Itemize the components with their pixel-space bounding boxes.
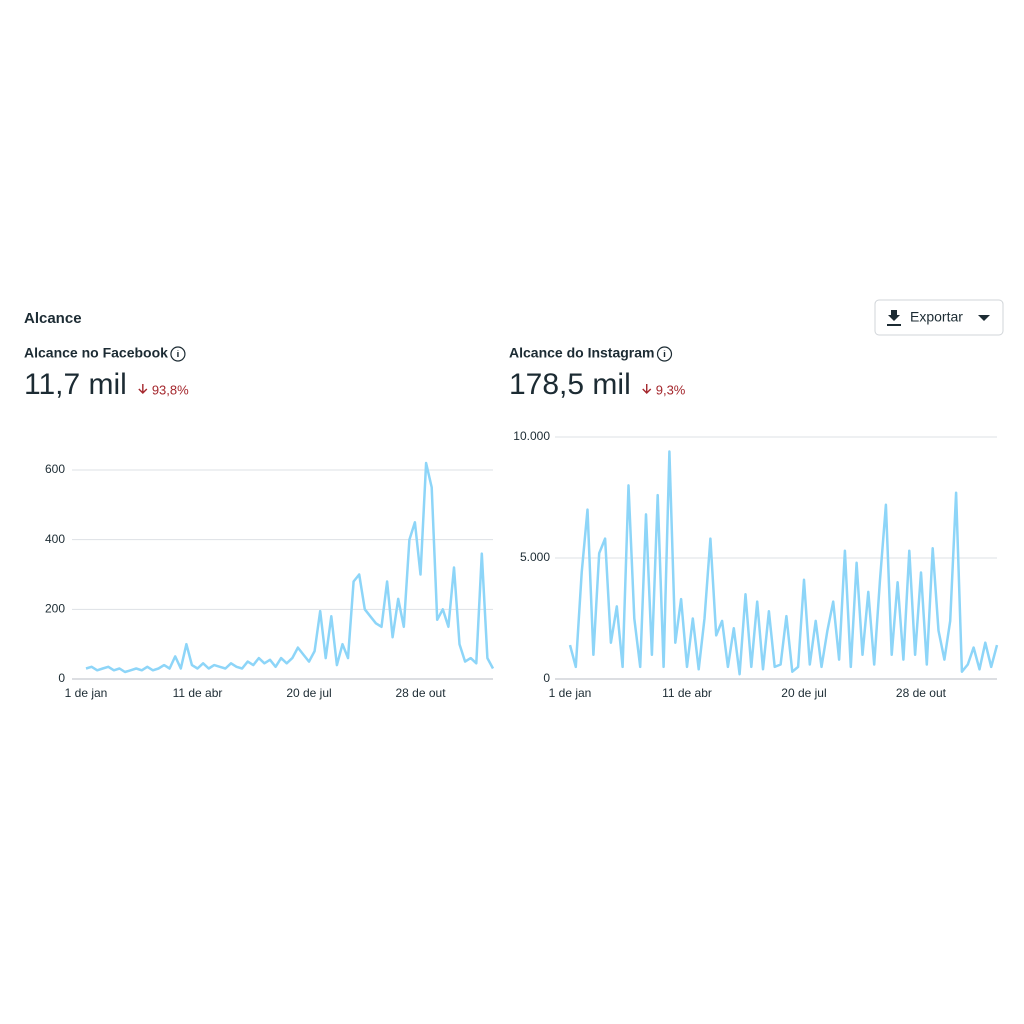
- y-tick-label: 600: [45, 462, 65, 476]
- change-value: 9,3%: [656, 382, 686, 397]
- x-tick-label: 11 de abr: [173, 686, 223, 700]
- y-tick-label: 10.000: [513, 429, 550, 443]
- info-icon: [170, 346, 186, 362]
- download-icon[interactable]: [887, 310, 901, 326]
- down-arrow: [138, 384, 148, 394]
- y-tick-label: 5.000: [520, 550, 550, 564]
- down-arrow: [642, 384, 652, 394]
- line-series: [85, 461, 495, 674]
- button-frame[interactable]: [874, 299, 1004, 336]
- change-value: 93,8%: [152, 382, 189, 397]
- total-value: 11,7 mil: [24, 368, 127, 401]
- y-tick-label: 0: [543, 671, 550, 685]
- chart-title: Alcance no Facebook: [24, 345, 168, 361]
- dropdown-icon[interactable]: [978, 315, 990, 321]
- button-label[interactable]: Exportar: [910, 309, 963, 325]
- x-tick-label: 1 de jan: [549, 686, 592, 700]
- export-button[interactable]: Exportar: [874, 299, 1004, 336]
- x-tick-label: 20 de jul: [781, 686, 826, 700]
- x-tick-label: 11 de abr: [662, 686, 712, 700]
- x-tick-label: 20 de jul: [286, 686, 331, 700]
- chart: Alcance no Facebook 11,7 mil 93,8% 0 200 400 6…: [24, 345, 495, 700]
- chart-title: Alcance do Instagram: [509, 345, 655, 361]
- y-tick-label: 0: [58, 671, 65, 685]
- line-series: [568, 450, 999, 676]
- y-tick-label: 200: [45, 602, 65, 616]
- total-value: 178,5 mil: [509, 368, 631, 401]
- x-tick-label: 28 de out: [896, 686, 947, 700]
- x-tick-label: 28 de out: [395, 686, 446, 700]
- section-title: Alcance: [24, 310, 82, 327]
- y-tick-label: 400: [45, 532, 65, 546]
- chart: Alcance do Instagram 178,5 mil 9,3% 0 5.000 1…: [509, 345, 999, 700]
- info-icon: [656, 346, 673, 362]
- x-tick-label: 1 de jan: [65, 686, 108, 700]
